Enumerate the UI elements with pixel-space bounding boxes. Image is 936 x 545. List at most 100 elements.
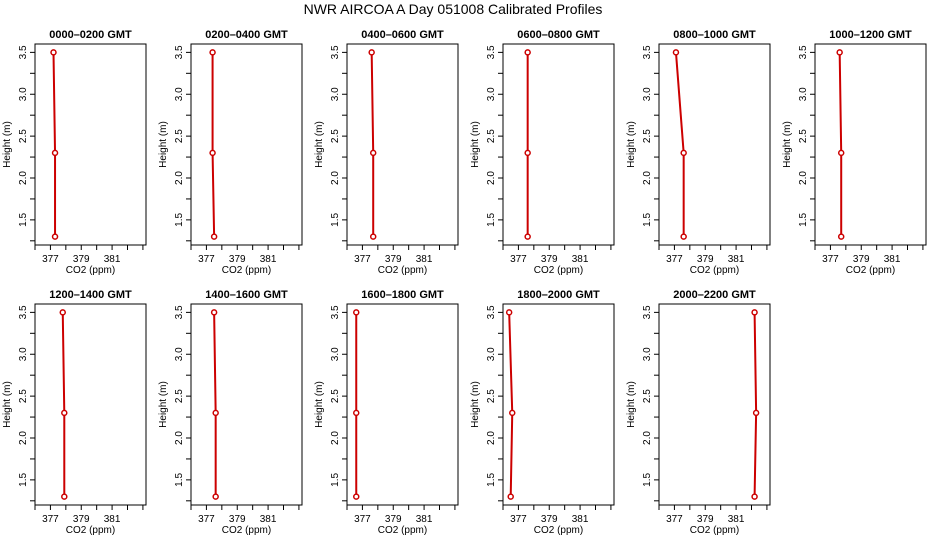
x-tick-label: 379 <box>229 254 246 265</box>
x-tick-label: 381 <box>884 254 901 265</box>
y-tick-label: 2.5 <box>18 389 29 403</box>
panel-title: 1000–1200 GMT <box>829 29 912 41</box>
profile-line <box>674 52 685 237</box>
y-tick-label: 3.0 <box>642 87 653 101</box>
x-tick-label: 381 <box>416 254 433 265</box>
plot-frame <box>658 43 771 246</box>
x-axis-label: CO2 (ppm) <box>378 265 427 276</box>
panel-title: 0200–0400 GMT <box>205 29 288 41</box>
profile-point <box>212 409 219 417</box>
y-tick-label: 3.5 <box>486 45 497 59</box>
panel-title: 1600–1800 GMT <box>361 289 444 301</box>
profile-point <box>353 309 360 316</box>
y-tick-label: 3.5 <box>330 45 341 59</box>
profile-point <box>353 493 360 500</box>
y-tick-label: 2.5 <box>330 129 341 143</box>
profile-point <box>210 233 218 240</box>
profile-point <box>210 309 218 316</box>
profile-line <box>838 52 843 237</box>
profile-point <box>680 233 687 240</box>
y-axis-label: Height (m) <box>2 381 13 428</box>
y-tick-label: 1.5 <box>174 472 185 486</box>
profile-point <box>680 149 687 157</box>
plot-frame <box>34 43 147 246</box>
y-tick-label: 3.0 <box>330 87 341 101</box>
x-tick-label: 381 <box>104 514 121 525</box>
x-axis-label: CO2 (ppm) <box>846 265 895 276</box>
y-tick-label: 2.5 <box>330 389 341 403</box>
profile-point <box>524 233 531 240</box>
y-tick-label: 3.5 <box>18 45 29 59</box>
y-axis-label: Height (m) <box>2 121 13 168</box>
plot-frame <box>502 303 615 506</box>
profile-point <box>505 309 513 316</box>
y-tick-label: 2.0 <box>174 431 185 445</box>
x-tick-label: 381 <box>416 514 433 525</box>
chart-panel: 0200–0400 GMT 377 379 381 1.5 2.0 2.5 3.0 3.5 CO2… <box>158 29 303 276</box>
y-tick-label: 2.5 <box>18 129 29 143</box>
chart-panel: 1600–1800 GMT 377 379 381 1.5 2.0 2.5 3.0 3.5 CO2… <box>314 289 459 536</box>
y-tick-label: 1.5 <box>18 472 29 486</box>
profile-point <box>837 149 845 157</box>
y-tick-label: 3.0 <box>18 87 29 101</box>
panel-title: 0600–0800 GMT <box>517 29 600 41</box>
y-tick-label: 2.5 <box>798 129 809 143</box>
y-tick-label: 1.5 <box>486 472 497 486</box>
x-tick-label: 377 <box>666 254 683 265</box>
profile-line <box>753 312 758 497</box>
profile-point <box>752 409 760 417</box>
plot-frame <box>190 303 303 506</box>
y-tick-label: 3.5 <box>330 305 341 319</box>
y-tick-label: 2.5 <box>174 389 185 403</box>
y-tick-label: 1.5 <box>174 212 185 226</box>
profile-point <box>50 49 57 56</box>
y-tick-label: 2.0 <box>642 171 653 185</box>
profile-point <box>507 493 514 500</box>
x-tick-label: 379 <box>541 254 558 265</box>
y-tick-label: 3.5 <box>798 45 809 59</box>
x-axis-label: CO2 (ppm) <box>534 265 583 276</box>
x-tick-label: 381 <box>572 254 589 265</box>
y-tick-label: 3.0 <box>642 347 653 361</box>
profile-point <box>209 49 216 56</box>
profile-point <box>751 309 758 316</box>
y-axis-label: Height (m) <box>314 121 325 168</box>
profile-point <box>209 149 216 157</box>
y-tick-label: 3.0 <box>330 347 341 361</box>
chart-panel: 0000–0200 GMT 377 379 381 1.5 2.0 2.5 3.0 3.5 CO2… <box>2 29 147 276</box>
plot-frame <box>502 43 615 246</box>
y-tick-label: 2.5 <box>486 389 497 403</box>
profile-point <box>672 49 680 56</box>
x-tick-label: 377 <box>198 254 215 265</box>
x-axis-label: CO2 (ppm) <box>66 525 115 536</box>
x-tick-label: 379 <box>73 254 90 265</box>
y-tick-label: 3.5 <box>18 305 29 319</box>
x-axis-label: CO2 (ppm) <box>66 265 115 276</box>
chart-panel: 1800–2000 GMT 377 379 381 1.5 2.0 2.5 3.0 3.5 CO2… <box>470 289 615 536</box>
y-tick-label: 3.0 <box>798 87 809 101</box>
profile-line <box>213 312 217 497</box>
x-tick-label: 377 <box>198 514 215 525</box>
x-tick-label: 379 <box>541 514 558 525</box>
x-tick-label: 377 <box>354 514 371 525</box>
profile-point <box>59 309 66 316</box>
y-tick-label: 1.5 <box>642 212 653 226</box>
y-axis-label: Height (m) <box>314 381 325 428</box>
y-axis-label: Height (m) <box>626 121 637 168</box>
profile-point <box>837 233 845 240</box>
profile-point <box>51 233 59 240</box>
profile-point <box>212 493 219 500</box>
y-tick-label: 2.5 <box>486 129 497 143</box>
panel-title: 0000–0200 GMT <box>49 29 132 41</box>
y-tick-label: 2.0 <box>486 171 497 185</box>
x-tick-label: 379 <box>697 514 714 525</box>
chart-panel: 0400–0600 GMT 377 379 381 1.5 2.0 2.5 3.0 3.5 CO2… <box>314 29 459 276</box>
y-tick-label: 3.5 <box>486 305 497 319</box>
plot-frame <box>346 303 459 506</box>
y-tick-label: 1.5 <box>18 212 29 226</box>
x-axis-label: CO2 (ppm) <box>222 525 271 536</box>
y-tick-label: 2.0 <box>798 171 809 185</box>
profile-point <box>524 149 531 157</box>
y-tick-label: 2.0 <box>486 431 497 445</box>
